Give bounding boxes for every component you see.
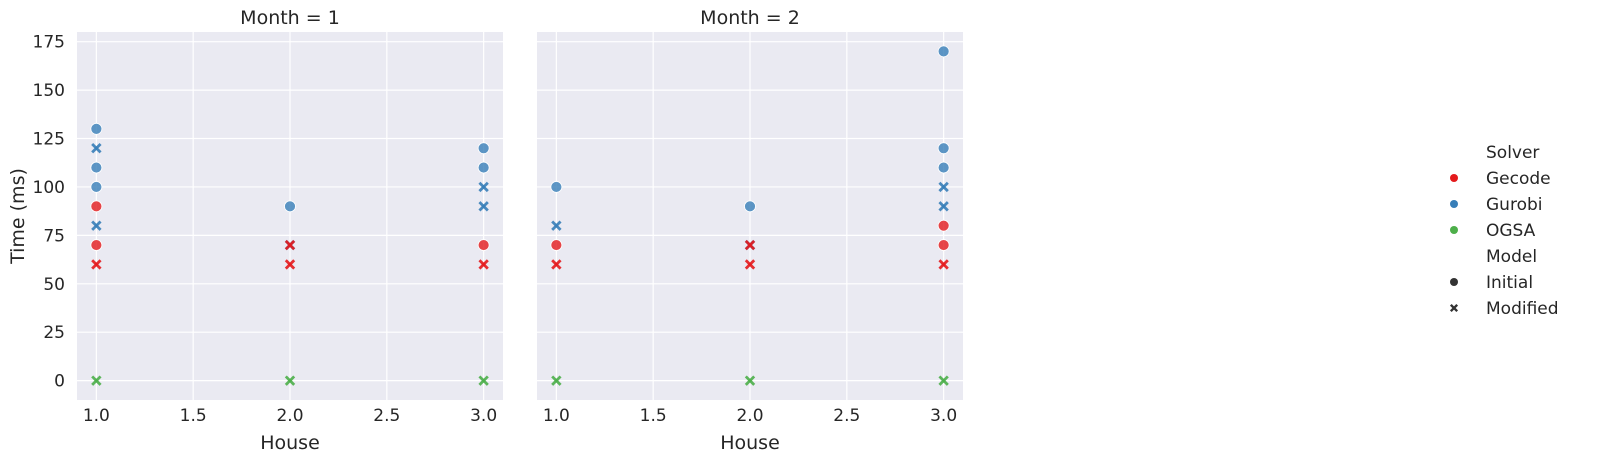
point-gurobi-modified xyxy=(551,220,562,231)
legend-marker-initial xyxy=(1450,278,1458,286)
point-gecode-modified xyxy=(284,239,296,251)
y-tick-label: 150 xyxy=(33,81,65,101)
point-gurobi-initial xyxy=(477,142,490,155)
point-gecode-modified xyxy=(91,259,102,270)
x-tick-label: 3.0 xyxy=(470,406,497,426)
point-gurobi-initial xyxy=(477,161,490,174)
legend-title-model: Model xyxy=(1486,247,1537,267)
point-ogsa-modified xyxy=(91,375,102,386)
x-tick-label: 1.0 xyxy=(83,406,110,426)
point-gurobi-modified xyxy=(91,143,102,154)
point-gecode-modified xyxy=(551,259,562,270)
point-gurobi-modified xyxy=(938,201,949,212)
point-gecode-modified xyxy=(284,259,296,270)
y-tick-label: 75 xyxy=(43,226,65,246)
x-axis-title: House xyxy=(260,432,320,454)
y-tick-label: 175 xyxy=(33,33,65,53)
point-ogsa-modified xyxy=(284,375,296,386)
point-ogsa-modified xyxy=(478,375,489,386)
legend-marker-ogsa xyxy=(1450,226,1458,234)
x-tick-label: 3.0 xyxy=(930,406,957,426)
point-gecode-modified xyxy=(478,259,489,270)
point-gurobi-modified xyxy=(478,181,489,193)
y-tick-label: 50 xyxy=(43,275,65,295)
legend: Solver Gecode Gurobi OGSA Model Initial Modifi… xyxy=(1449,143,1559,319)
y-tick-label: 100 xyxy=(33,178,65,198)
point-gurobi-initial xyxy=(744,200,756,213)
legend-label-ogsa: OGSA xyxy=(1486,221,1536,241)
legend-marker-gurobi xyxy=(1450,200,1458,208)
point-gurobi-initial xyxy=(90,122,103,135)
x-tick-label: 2.0 xyxy=(276,406,303,426)
y-tick-label: 25 xyxy=(43,323,65,343)
point-gurobi-initial xyxy=(937,161,950,174)
point-gecode-initial xyxy=(937,239,950,251)
point-ogsa-modified xyxy=(551,375,562,386)
point-gurobi-modified xyxy=(91,220,102,231)
x-tick-label: 2.0 xyxy=(736,406,763,426)
x-tick-label: 1.0 xyxy=(543,406,570,426)
legend-label-modified: Modified xyxy=(1486,299,1559,319)
point-gecode-initial xyxy=(90,200,103,213)
x-tick-label: 2.5 xyxy=(833,406,860,426)
x-tick-label: 1.5 xyxy=(180,406,207,426)
facet-panel-month-1: Month = 1 1.0 1.5 2.0 2.5 3.0 House 0 25 50 75 100 1… xyxy=(33,7,503,454)
point-gurobi-initial xyxy=(937,142,950,155)
legend-label-gecode: Gecode xyxy=(1486,169,1551,189)
point-gurobi-initial xyxy=(937,45,950,58)
point-ogsa-modified xyxy=(938,375,949,386)
point-gecode-modified xyxy=(744,239,756,251)
facet-title: Month = 1 xyxy=(240,7,340,29)
legend-marker-modified xyxy=(1449,303,1459,313)
x-axis-title: House xyxy=(720,432,780,454)
point-gecode-initial xyxy=(550,239,563,251)
facet-panel-month-2: Month = 2 1.0 1.5 2.0 2.5 3.0 House xyxy=(537,7,963,454)
y-tick-label: 125 xyxy=(33,130,65,150)
x-tick-label: 1.5 xyxy=(640,406,667,426)
point-gecode-initial xyxy=(937,219,950,232)
legend-marker-gecode xyxy=(1450,174,1458,182)
point-gecode-initial xyxy=(477,239,490,251)
legend-label-gurobi: Gurobi xyxy=(1486,195,1542,215)
y-axis-title: Time (ms) xyxy=(7,168,29,265)
facet-title: Month = 2 xyxy=(700,7,800,29)
legend-label-initial: Initial xyxy=(1486,273,1533,293)
point-ogsa-modified xyxy=(744,375,756,386)
point-gecode-initial xyxy=(90,239,103,251)
point-gurobi-modified xyxy=(938,181,949,193)
point-gurobi-initial xyxy=(550,181,563,193)
point-gecode-modified xyxy=(938,259,949,270)
point-gurobi-initial xyxy=(284,200,296,213)
y-tick-label: 0 xyxy=(54,372,65,392)
point-gurobi-initial xyxy=(90,181,103,193)
x-tick-label: 2.5 xyxy=(373,406,400,426)
point-gurobi-modified xyxy=(478,201,489,212)
point-gurobi-initial xyxy=(90,161,103,174)
legend-title-solver: Solver xyxy=(1486,143,1539,163)
point-gecode-modified xyxy=(744,259,756,270)
